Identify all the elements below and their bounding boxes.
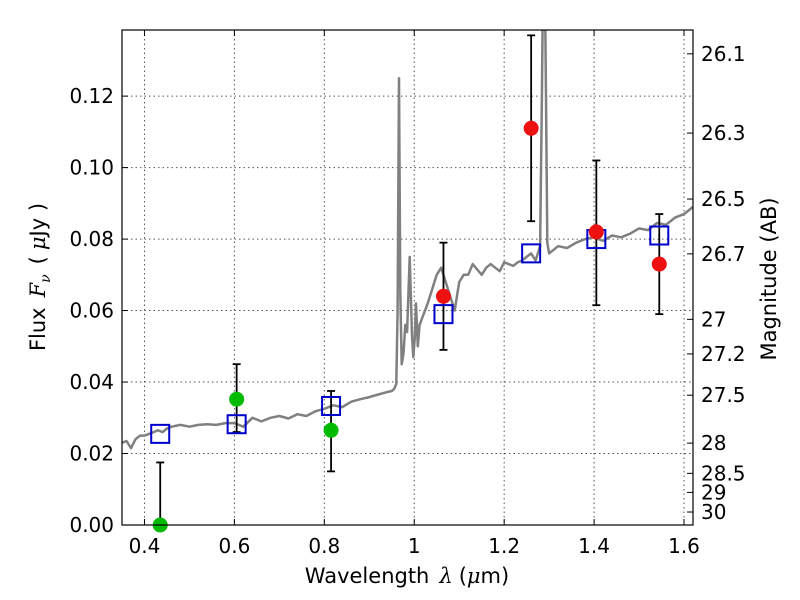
model-box-marker — [321, 395, 342, 416]
axis-ticks: 0.4 0.6 0.8 1 1.2 1.4 1.6 0.00 0.02 0.04 0.06 0.08 0… — [69, 30, 746, 558]
y2-tick-label: 26.7 — [701, 242, 746, 266]
y-axis-label: Flux Fν ( μJy ) — [26, 203, 54, 351]
y-axis-label-unit-open: ( — [26, 256, 50, 264]
model-box-marker — [649, 225, 670, 246]
y-axis-label-text: Flux — [26, 307, 50, 351]
y2-axis-label: Magnitude (AB) — [757, 197, 781, 360]
plot-frame — [121, 29, 694, 526]
y-tick-label: 0.06 — [69, 299, 114, 323]
grid-lines — [122, 30, 693, 526]
red-data-point — [435, 288, 451, 304]
model-box-marker — [150, 423, 171, 444]
y2-tick-label: 28.5 — [701, 461, 746, 485]
y-tick-label: 0.02 — [69, 442, 114, 466]
y2-tick-label: 26.5 — [701, 187, 746, 211]
x-tick-label: 1.6 — [668, 534, 700, 558]
y-axis-label-unit-mu: μ — [26, 236, 50, 250]
y-axis-label-subscript: ν — [38, 274, 54, 283]
green-data-point — [323, 422, 339, 438]
x-tick-label: 1 — [408, 534, 421, 558]
x-tick-label: 0.6 — [218, 534, 250, 558]
x-axis-label-unit-rest: m) — [481, 564, 510, 588]
y2-tick-label: 27.2 — [701, 342, 746, 366]
green-data-point — [229, 391, 245, 407]
model-boxes — [150, 225, 670, 444]
y2-tick-label: 26.3 — [701, 121, 746, 145]
x-tick-label: 1.2 — [488, 534, 520, 558]
x-axis-label-text: Wavelength — [305, 564, 430, 588]
y2-tick-label: 27 — [701, 307, 726, 331]
model-box-marker — [433, 304, 454, 325]
x-axis-label-unit-mu: μ — [467, 564, 481, 588]
y-tick-label: 0.08 — [69, 227, 114, 251]
red-data-point — [588, 224, 604, 240]
y2-tick-label: 27.5 — [701, 383, 746, 407]
y-tick-label: 0.04 — [69, 370, 114, 394]
x-axis-label-symbol: λ — [438, 564, 452, 588]
plot-background — [122, 30, 693, 525]
red-data-point — [523, 120, 539, 136]
model-box-marker — [521, 243, 542, 264]
x-axis-label: Wavelength λ (μm) — [305, 564, 509, 588]
x-tick-label: 0.4 — [129, 534, 161, 558]
y-tick-label: 0.12 — [69, 84, 114, 108]
y2-tick-label: 29 — [701, 480, 726, 504]
x-axis-label-unit-open: ( — [459, 564, 467, 588]
y2-tick-label: 28 — [701, 431, 726, 455]
x-tick-label: 1.4 — [578, 534, 610, 558]
x-tick-label: 0.8 — [308, 534, 340, 558]
y2-tick-label: 30 — [701, 500, 726, 524]
red-data-point — [651, 256, 667, 272]
y-tick-label: 0.00 — [69, 513, 114, 537]
y2-tick-label: 26.1 — [701, 42, 746, 66]
y-axis-label-symbol: F — [26, 281, 50, 298]
y-tick-label: 0.10 — [69, 156, 114, 180]
photometry-points — [152, 120, 667, 533]
y-axis-label-unit-rest: Jy ) — [26, 203, 50, 239]
model-box-marker — [226, 414, 247, 435]
